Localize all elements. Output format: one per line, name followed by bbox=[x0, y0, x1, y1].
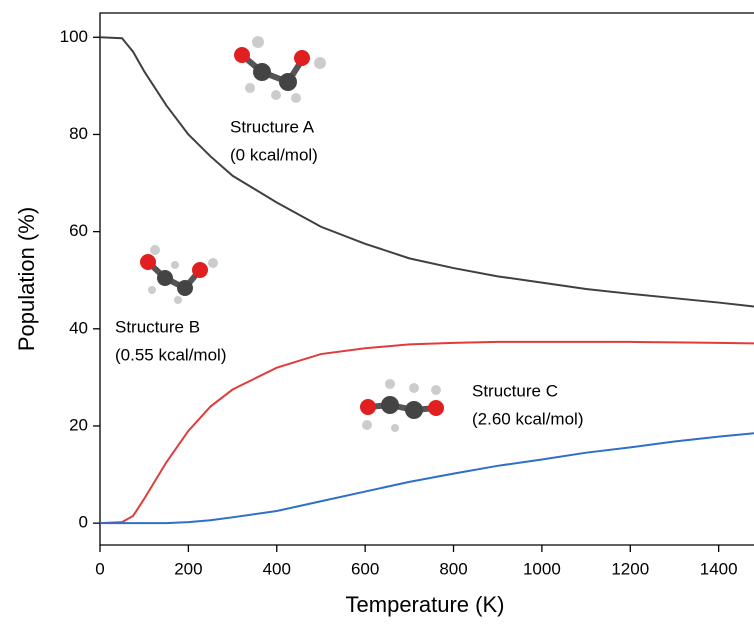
y-axis-label: Population (%) bbox=[14, 207, 39, 351]
axis-frame bbox=[100, 13, 754, 545]
y-tick-label: 80 bbox=[69, 124, 88, 143]
page: Temperature (K) Population (%) 020040060… bbox=[0, 0, 754, 624]
series-line bbox=[100, 433, 754, 523]
chart: Temperature (K) Population (%) 020040060… bbox=[0, 0, 754, 624]
molecule-b bbox=[140, 245, 218, 304]
y-tick-label: 60 bbox=[69, 221, 88, 240]
x-tick-label: 1200 bbox=[611, 559, 649, 578]
molecule-a bbox=[234, 36, 326, 103]
y-tick-label: 100 bbox=[60, 27, 88, 46]
x-tick-label: 0 bbox=[95, 559, 104, 578]
x-tick-label: 1000 bbox=[523, 559, 561, 578]
x-tick-label: 200 bbox=[174, 559, 202, 578]
annotation: (0 kcal/mol) bbox=[230, 145, 318, 164]
x-tick-label: 800 bbox=[439, 559, 467, 578]
annotation: Structure A bbox=[230, 117, 315, 136]
x-tick-label: 400 bbox=[263, 559, 291, 578]
annotation: Structure C bbox=[472, 381, 558, 400]
x-axis-label: Temperature (K) bbox=[346, 592, 505, 617]
series-line bbox=[100, 342, 754, 523]
x-tick-label: 600 bbox=[351, 559, 379, 578]
y-tick-label: 0 bbox=[79, 513, 88, 532]
y-tick-label: 20 bbox=[69, 415, 88, 434]
annotation: (0.55 kcal/mol) bbox=[115, 345, 226, 364]
y-tick-label: 40 bbox=[69, 318, 88, 337]
molecule-c bbox=[360, 379, 444, 432]
x-tick-label: 1400 bbox=[700, 559, 738, 578]
annotation: Structure B bbox=[115, 317, 200, 336]
annotation: (2.60 kcal/mol) bbox=[472, 409, 583, 428]
